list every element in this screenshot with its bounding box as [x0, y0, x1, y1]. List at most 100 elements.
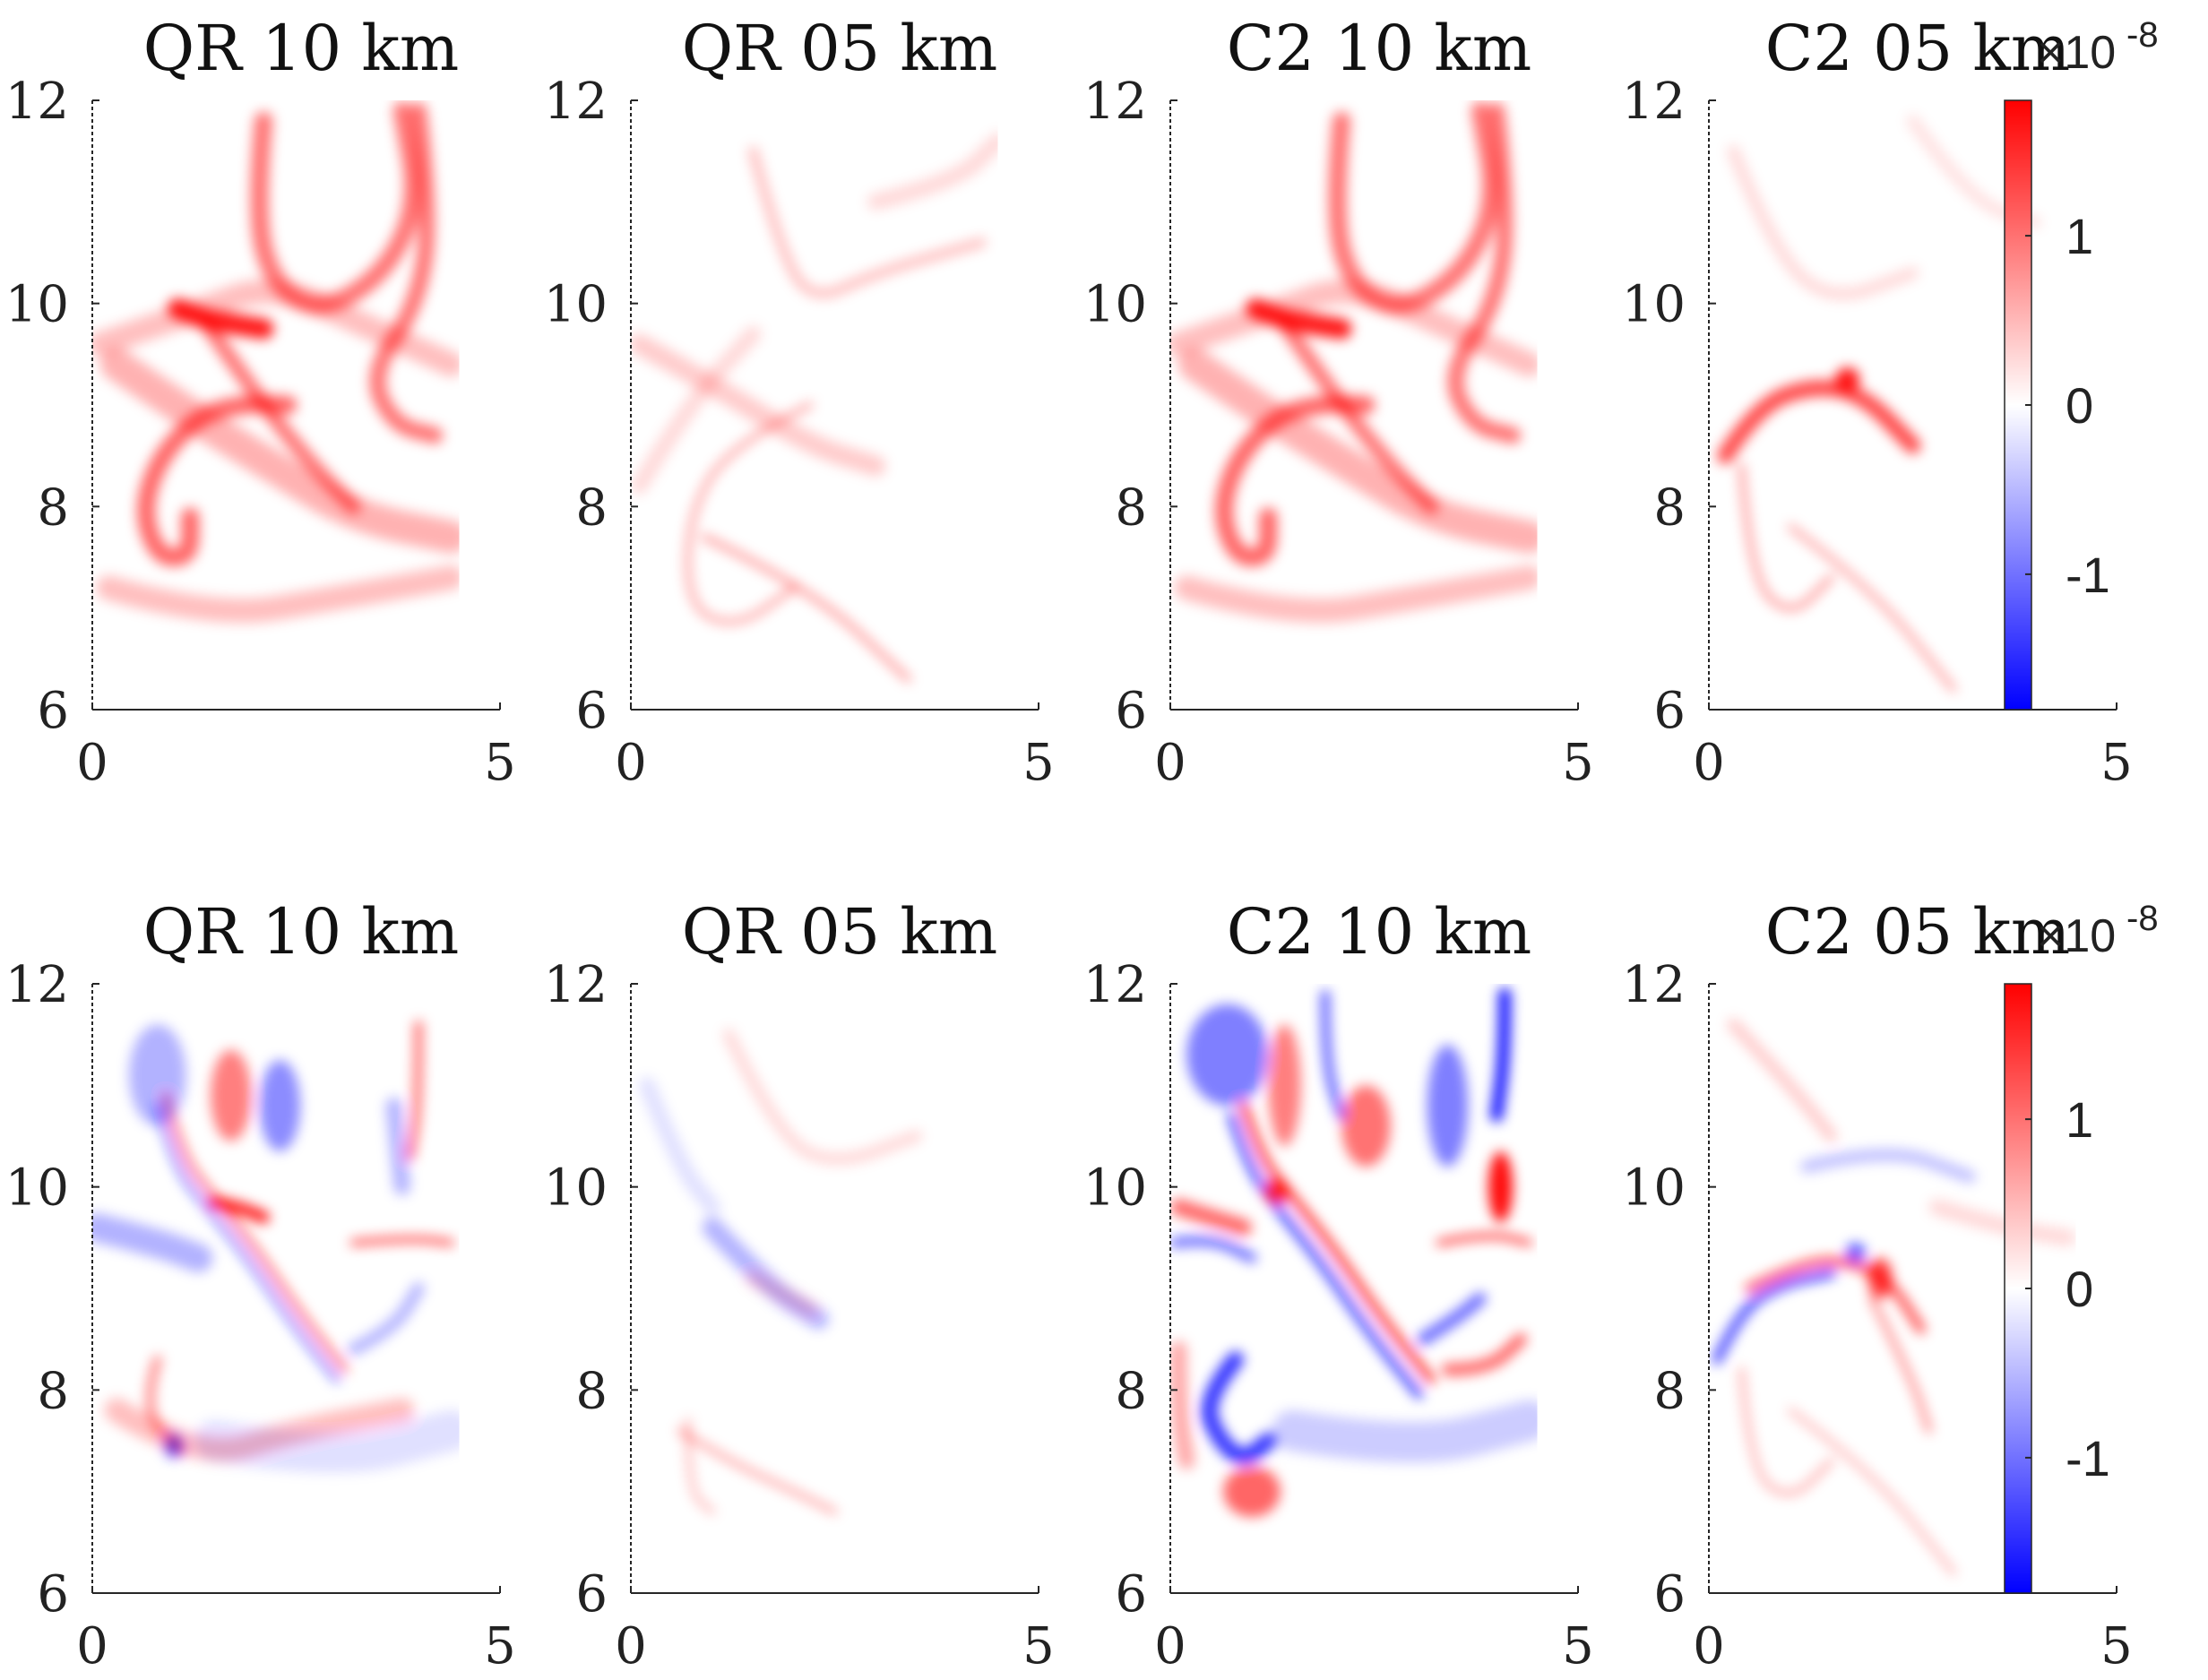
negative-filament	[92, 1213, 213, 1272]
positive-filament	[1738, 462, 1834, 611]
panel-title: QR 10 km	[143, 895, 459, 969]
heatmap-panel: 6 8 10 12 0 5 QR 10 km	[5, 12, 516, 792]
positive-filament	[1170, 280, 1538, 377]
heatmap-field	[1170, 984, 1538, 1593]
positive-filament	[1906, 114, 2041, 228]
y-tick-label: 12	[5, 73, 69, 131]
negative-filament	[154, 1102, 341, 1383]
positive-filament	[1717, 380, 1921, 464]
y-tick-label: 10	[5, 1159, 69, 1218]
x-tick-label: 5	[1022, 1617, 1055, 1676]
y-tick-label: 6	[1653, 1565, 1686, 1624]
positive-filament	[1436, 1232, 1533, 1246]
positive-blob	[1488, 1151, 1514, 1223]
positive-filament	[406, 1020, 423, 1161]
positive-filament	[685, 401, 814, 625]
positive-blob	[1268, 1024, 1301, 1147]
positive-filament	[677, 1427, 838, 1515]
positive-filament	[162, 1092, 349, 1374]
y-tick-label: 10	[544, 276, 608, 334]
y-tick-label: 6	[37, 1565, 69, 1624]
positive-filament	[701, 533, 912, 683]
panel-title: C2 05 km	[1765, 895, 2070, 969]
positive-filament	[722, 1028, 923, 1166]
x-tick-label: 0	[615, 1617, 647, 1676]
positive-blob	[1264, 1179, 1289, 1204]
positive-blob	[210, 1049, 252, 1142]
x-tick-label: 0	[1154, 734, 1186, 792]
colorbar-tick-label: -1	[2066, 547, 2110, 603]
x-tick-label: 0	[76, 1617, 108, 1676]
y-tick-label: 10	[1622, 276, 1686, 334]
positive-blob	[1223, 1466, 1281, 1517]
x-tick-label: 5	[484, 734, 516, 792]
positive-filament	[1868, 1296, 1932, 1434]
x-tick-label: 5	[1562, 734, 1594, 792]
positive-filament	[1239, 1101, 1436, 1384]
positive-filament	[1928, 1199, 2076, 1246]
positive-filament	[92, 280, 460, 377]
negative-filament	[1490, 987, 1511, 1123]
x-tick-label: 0	[1693, 1617, 1725, 1676]
colorbar-tick-label: -1	[2066, 1430, 2110, 1486]
y-tick-label: 8	[37, 1362, 69, 1420]
colorbar-tick-label: 1	[2066, 208, 2093, 264]
y-tick-label: 8	[1653, 1362, 1686, 1420]
positive-filament	[1174, 565, 1538, 624]
negative-blob	[128, 1024, 186, 1126]
x-tick-label: 0	[1693, 734, 1725, 792]
y-tick-label: 12	[1622, 956, 1686, 1014]
positive-filament	[631, 333, 886, 477]
colorbar-multiplier: ×10	[2037, 27, 2116, 79]
x-tick-label: 5	[1562, 1617, 1594, 1676]
y-tick-label: 10	[544, 1159, 608, 1218]
positive-filament	[1441, 1332, 1528, 1376]
negative-filament	[639, 1077, 721, 1216]
x-tick-label: 5	[2100, 734, 2133, 792]
negative-filament	[1227, 1111, 1424, 1400]
y-tick-label: 12	[544, 73, 608, 131]
panel-title: C2 10 km	[1227, 895, 1531, 969]
panel-title: QR 05 km	[682, 12, 997, 85]
heatmap-field	[631, 984, 998, 1593]
positive-filament	[1447, 102, 1522, 444]
negative-blob	[1427, 1045, 1469, 1167]
negative-filament	[194, 1409, 460, 1473]
heatmap-field	[92, 100, 460, 710]
y-tick-label: 8	[575, 478, 608, 537]
x-tick-label: 0	[1154, 1617, 1186, 1676]
positive-filament	[745, 1270, 819, 1317]
positive-filament	[199, 316, 361, 514]
positive-filament	[1170, 1199, 1252, 1236]
y-tick-label: 8	[37, 478, 69, 537]
positive-filament	[100, 348, 460, 554]
panel-title: C2 05 km	[1765, 12, 2070, 85]
positive-filament	[1170, 1340, 1195, 1469]
colorbar: 10-1×10 -8	[2004, 15, 2159, 711]
x-tick-label: 0	[615, 734, 647, 792]
panel-title: C2 10 km	[1227, 12, 1531, 85]
panel-title: QR 10 km	[143, 12, 459, 85]
colorbar-tick-label: 0	[2066, 377, 2093, 434]
negative-filament	[1170, 1236, 1257, 1263]
colorbar-exponent: -8	[2126, 899, 2159, 938]
positive-blob	[1341, 1085, 1391, 1167]
positive-filament	[1277, 316, 1439, 514]
x-tick-label: 5	[2100, 1617, 2133, 1676]
y-tick-label: 10	[1622, 1159, 1686, 1218]
y-tick-label: 10	[1083, 276, 1147, 334]
y-tick-label: 6	[1115, 1565, 1147, 1624]
positive-filament	[1178, 348, 1538, 554]
negative-blob	[259, 1060, 301, 1151]
y-tick-label: 6	[1115, 682, 1147, 740]
colorbar-multiplier: ×10	[2037, 910, 2116, 962]
positive-blob	[1835, 367, 1860, 392]
colorbar: 10-1×10 -8	[2004, 899, 2159, 1594]
positive-filament	[96, 565, 460, 624]
y-tick-label: 12	[544, 956, 608, 1014]
panel-title: QR 05 km	[682, 895, 997, 969]
